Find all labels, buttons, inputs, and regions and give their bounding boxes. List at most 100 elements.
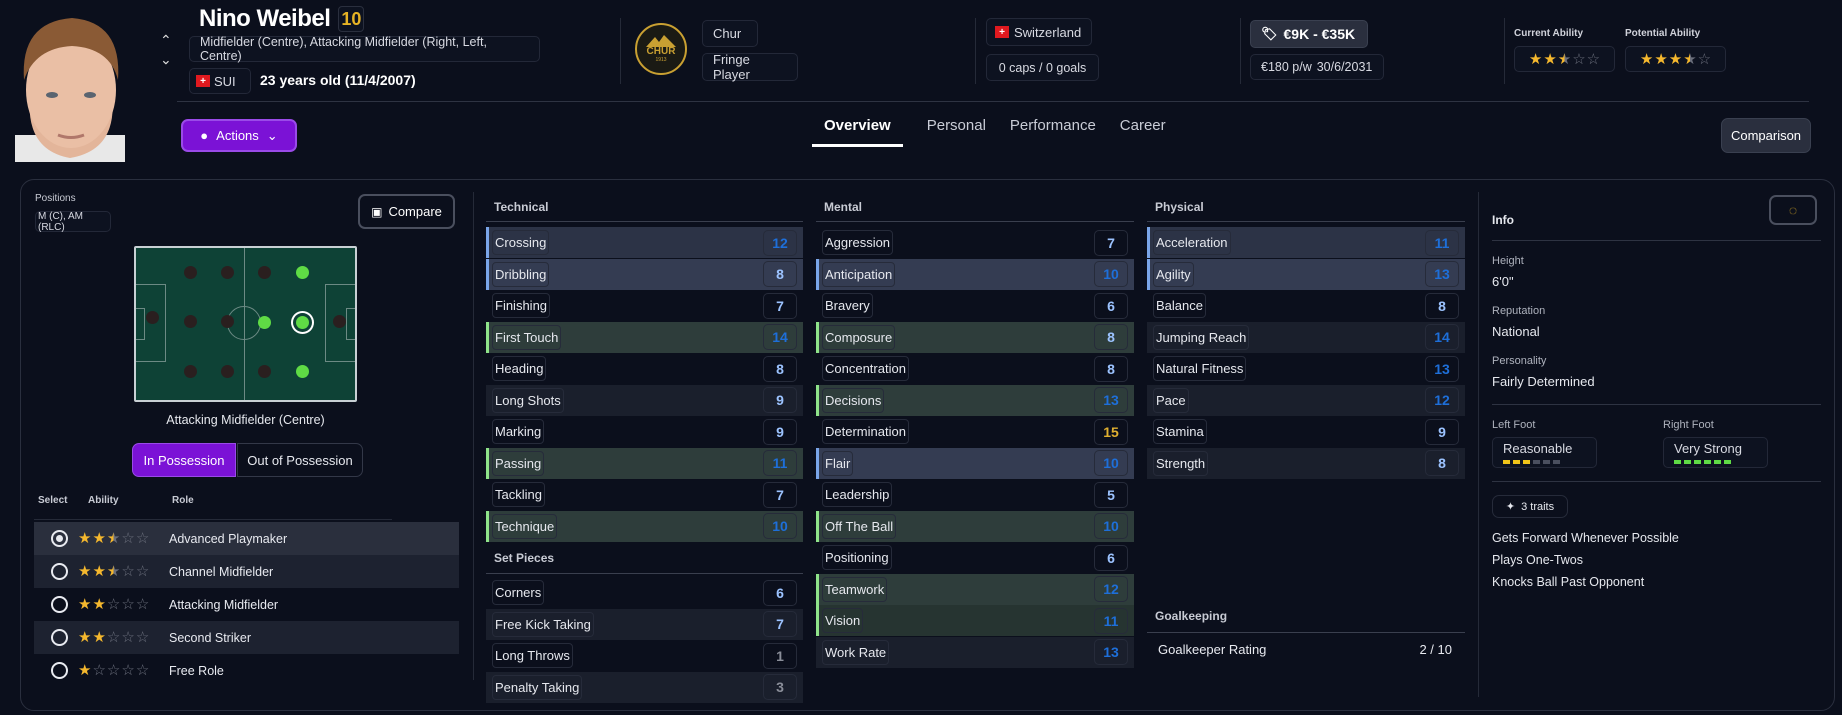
star-icon: ★: [78, 629, 92, 646]
attribute-row[interactable]: Aggression 7: [816, 227, 1134, 258]
role-radio[interactable]: [51, 629, 68, 646]
role-radio[interactable]: [51, 563, 68, 580]
position-dot-gk[interactable]: [146, 311, 159, 324]
tab-overview[interactable]: Overview: [812, 117, 903, 147]
star-icon: ★: [92, 530, 106, 547]
star-icon: ☆: [1697, 50, 1712, 68]
tab-performance[interactable]: Performance: [1009, 117, 1096, 134]
positions-label: Positions: [35, 193, 76, 204]
attribute-row[interactable]: Penalty Taking 3: [486, 671, 803, 703]
role-radio[interactable]: [51, 530, 68, 547]
attribute-row[interactable]: Marking 9: [486, 416, 803, 447]
attribute-row[interactable]: Corners 6: [486, 577, 803, 608]
position-dot[interactable]: [258, 266, 271, 279]
role-row[interactable]: ★ ☆ ☆ ☆ ☆ Free Role: [34, 654, 459, 687]
role-name: Channel Midfielder: [169, 564, 274, 579]
previous-player-arrow[interactable]: ⌃: [160, 32, 172, 48]
attribute-row[interactable]: Positioning 6: [816, 542, 1134, 573]
attribute-row[interactable]: Tackling 7: [486, 479, 803, 510]
attribute-row[interactable]: Technique 10: [486, 510, 803, 542]
position-dot-mc[interactable]: [258, 316, 271, 329]
attribute-row[interactable]: First Touch 14: [486, 321, 803, 353]
club-name[interactable]: Chur: [702, 20, 758, 47]
attribute-value: 7: [1094, 229, 1128, 256]
traits-button[interactable]: ✦ 3 traits: [1492, 495, 1568, 518]
attribute-row[interactable]: Long Throws 1: [486, 640, 803, 671]
reputation-value: National: [1492, 324, 1540, 339]
position-dot[interactable]: [333, 315, 346, 328]
role-row[interactable]: ★ ★ ☆ ☆ ☆ Second Striker: [34, 621, 459, 654]
attribute-row[interactable]: Flair 10: [816, 447, 1134, 479]
attribute-name: Teamwork: [822, 576, 888, 602]
attribute-row[interactable]: Passing 11: [486, 447, 803, 479]
player-focus-icon: ◌: [1788, 202, 1798, 218]
personality-label: Personality: [1492, 355, 1547, 367]
role-radio[interactable]: [51, 662, 68, 679]
attribute-row[interactable]: Leadership 5: [816, 479, 1134, 510]
value-range: €9K - €35K: [1283, 26, 1356, 42]
tab-personal[interactable]: Personal: [926, 117, 986, 134]
attribute-row[interactable]: Vision 11: [816, 605, 1134, 636]
position-dot[interactable]: [184, 365, 197, 378]
attribute-row[interactable]: Crossing 12: [486, 227, 803, 258]
compare-button[interactable]: ▣ Compare: [358, 194, 455, 229]
attribute-row[interactable]: Work Rate 13: [816, 636, 1134, 668]
tab-career[interactable]: Career: [1119, 117, 1166, 134]
club-logo[interactable]: CHUR 1913: [635, 23, 687, 75]
foot-level-segment: [1704, 460, 1711, 464]
attribute-value: 10: [1094, 261, 1128, 287]
attribute-row[interactable]: Natural Fitness 13: [1147, 353, 1465, 384]
attribute-row[interactable]: Concentration 8: [816, 353, 1134, 384]
position-dot-amr[interactable]: [296, 365, 309, 378]
attribute-row[interactable]: Pace 12: [1147, 384, 1465, 416]
attribute-row[interactable]: Heading 8: [486, 353, 803, 384]
attribute-name: Bravery: [822, 293, 873, 318]
star-icon: ★: [1668, 50, 1683, 68]
value-badge[interactable]: 🏷 €9K - €35K: [1250, 20, 1368, 48]
attribute-row[interactable]: Decisions 13: [816, 384, 1134, 416]
attribute-name: Anticipation: [822, 261, 896, 287]
attribute-name: Pace: [1153, 387, 1189, 413]
attribute-row[interactable]: Balance 8: [1147, 290, 1465, 321]
role-row[interactable]: ★ ★ ☆ ☆ ☆ Attacking Midfielder: [34, 588, 459, 621]
actions-button[interactable]: ● Actions ⌄: [181, 119, 297, 152]
position-dot-aml[interactable]: [296, 266, 309, 279]
attribute-row[interactable]: Off The Ball 10: [816, 510, 1134, 542]
in-possession-toggle[interactable]: In Possession: [132, 443, 236, 477]
attribute-row[interactable]: Acceleration 11: [1147, 227, 1465, 258]
contract-info: €180 p/w 30/6/2031: [1250, 54, 1384, 80]
attribute-row[interactable]: Anticipation 10: [816, 258, 1134, 290]
nation-badge[interactable]: + Switzerland: [986, 18, 1092, 46]
attribute-row[interactable]: Finishing 7: [486, 290, 803, 321]
position-dot[interactable]: [184, 315, 197, 328]
foot-level-segment: [1553, 460, 1560, 464]
position-dot[interactable]: [221, 315, 234, 328]
position-dot-amc-selected[interactable]: [296, 316, 309, 329]
role-radio[interactable]: [51, 596, 68, 613]
attribute-row[interactable]: Strength 8: [1147, 447, 1465, 479]
attribute-row[interactable]: Bravery 6: [816, 290, 1134, 321]
role-row[interactable]: ★ ★ ★ ☆ ☆ Channel Midfielder: [34, 555, 459, 588]
position-dot[interactable]: [221, 365, 234, 378]
attribute-row[interactable]: Determination 15: [816, 416, 1134, 447]
player-role-icon-button[interactable]: ◌: [1769, 195, 1817, 225]
position-dot[interactable]: [184, 266, 197, 279]
next-player-arrow[interactable]: ⌃: [160, 51, 172, 67]
right-foot-label: Right Foot: [1663, 419, 1714, 431]
attribute-row[interactable]: Jumping Reach 14: [1147, 321, 1465, 353]
attribute-row[interactable]: Composure 8: [816, 321, 1134, 353]
out-of-possession-toggle[interactable]: Out of Possession: [237, 443, 363, 477]
attribute-name: Balance: [1153, 293, 1206, 318]
attribute-row[interactable]: Free Kick Taking 7: [486, 608, 803, 640]
attribute-row[interactable]: Stamina 9: [1147, 416, 1465, 447]
comparison-button[interactable]: Comparison: [1721, 118, 1811, 153]
attribute-row[interactable]: Teamwork 12: [816, 573, 1134, 605]
position-dot[interactable]: [258, 365, 271, 378]
attribute-name: Corners: [492, 580, 545, 605]
role-row[interactable]: ★ ★ ★ ☆ ☆ Advanced Playmaker: [34, 522, 459, 555]
attribute-row[interactable]: Agility 13: [1147, 258, 1465, 290]
attribute-row[interactable]: Dribbling 8: [486, 258, 803, 290]
position-dot[interactable]: [221, 266, 234, 279]
attribute-row[interactable]: Long Shots 9: [486, 384, 803, 416]
right-foot-value: Very Strong: [1674, 441, 1742, 456]
